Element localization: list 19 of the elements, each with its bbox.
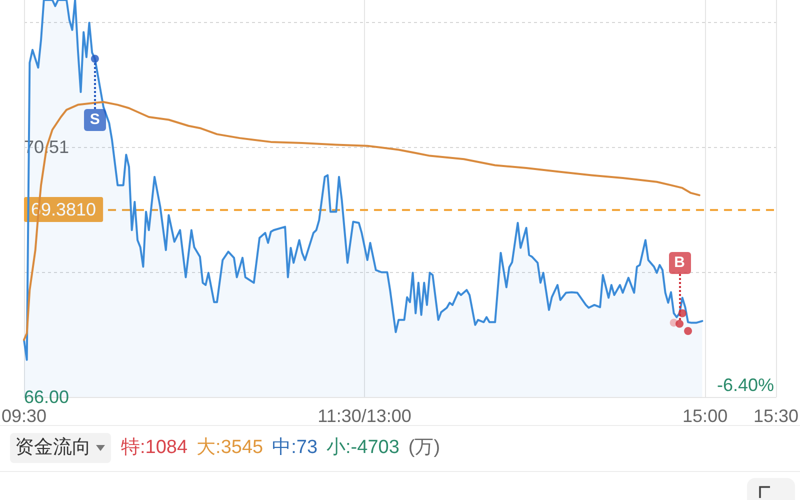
dropdown-field: 资金流向 [10, 433, 111, 463]
point [676, 320, 684, 328]
x-tick-label: 15:00 [682, 406, 728, 426]
text: 小:-4703 [326, 436, 400, 460]
x-tick-label: 09:30 [1, 406, 47, 426]
text: 大:3545 [196, 436, 264, 460]
point [90, 54, 99, 63]
x-tick-label: 11:30/13:00 [318, 406, 412, 426]
annotation: -6.40% [716, 375, 774, 395]
y-tick-label: 66.00 [24, 387, 70, 407]
line-series [23, 101, 700, 341]
x-tick-label: 15:30 [753, 406, 799, 426]
annotation: B [668, 252, 691, 274]
point [684, 327, 692, 336]
text: (万) [408, 436, 440, 460]
text: 中:73 [272, 436, 318, 460]
text: 特:1084 [121, 436, 188, 460]
ref-line-label: 69.3810 [31, 200, 96, 220]
annotation: S [84, 108, 106, 131]
